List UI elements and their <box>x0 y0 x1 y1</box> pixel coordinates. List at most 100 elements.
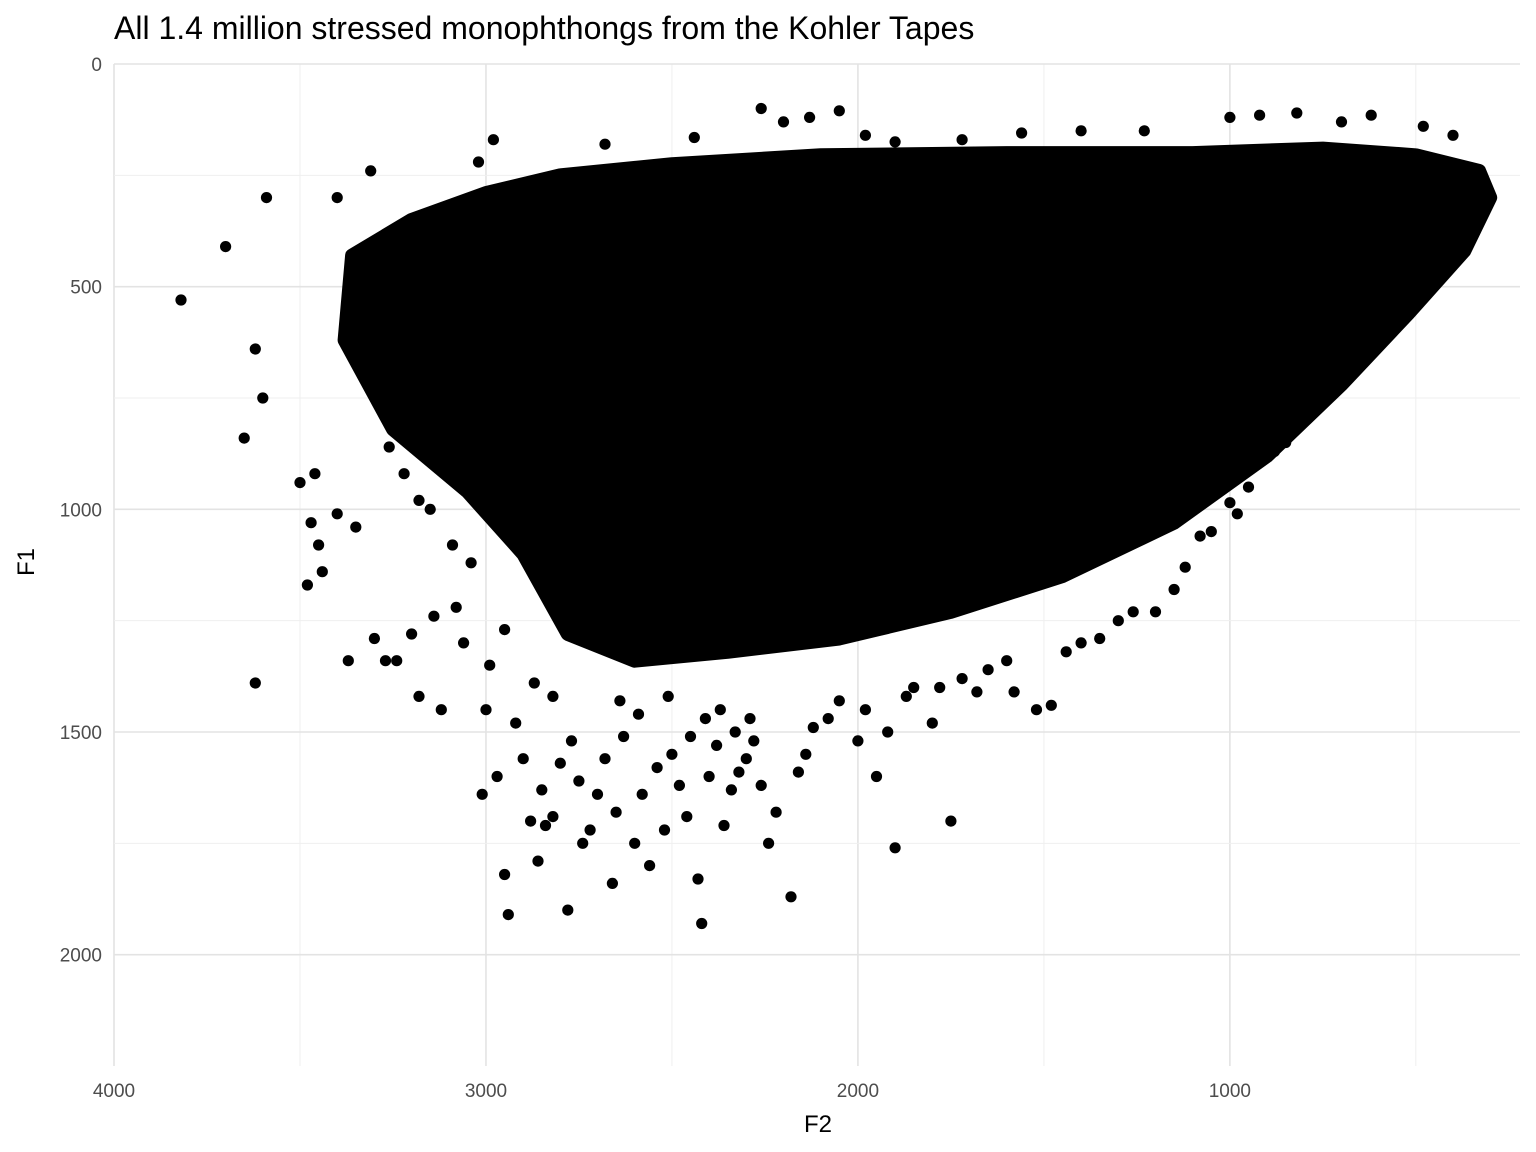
data-point <box>852 735 864 747</box>
data-point <box>301 579 313 591</box>
x-tick-label: 1000 <box>1209 1081 1251 1102</box>
data-point <box>711 739 723 752</box>
data-point <box>350 272 362 284</box>
data-point <box>528 677 540 689</box>
data-point <box>859 704 872 716</box>
data-point <box>644 860 656 872</box>
data-point <box>305 517 317 529</box>
data-point <box>792 766 805 778</box>
data-point <box>666 748 678 760</box>
data-point <box>257 392 269 404</box>
data-point <box>982 664 994 676</box>
data-point <box>428 610 440 622</box>
data-point <box>220 241 232 253</box>
data-point <box>1380 307 1392 319</box>
data-point <box>599 753 611 765</box>
data-point <box>662 690 674 703</box>
data-point <box>1030 704 1043 716</box>
data-point <box>777 116 790 128</box>
data-point <box>618 730 630 743</box>
data-point <box>699 713 712 725</box>
data-point <box>744 713 756 725</box>
data-point <box>651 762 663 774</box>
data-point <box>703 770 715 783</box>
data-point <box>1268 445 1281 457</box>
data-point <box>1306 396 1318 409</box>
y-axis-title: F1 <box>13 548 40 576</box>
data-point <box>238 432 250 444</box>
data-point <box>472 156 485 168</box>
data-point <box>748 735 760 747</box>
data-point <box>547 811 559 823</box>
data-point <box>785 891 797 903</box>
data-point <box>379 655 392 667</box>
data-point <box>368 632 380 645</box>
data-point <box>733 766 745 778</box>
data-point <box>1016 127 1028 139</box>
data-point <box>368 379 380 391</box>
data-point <box>681 811 693 823</box>
data-point <box>491 770 503 783</box>
data-point <box>480 704 492 716</box>
data-point <box>249 677 261 689</box>
data-point <box>833 105 845 117</box>
data-point <box>1008 686 1020 698</box>
data-point <box>562 904 574 916</box>
data-point <box>476 788 488 800</box>
data-point <box>610 806 622 818</box>
data-point <box>1454 176 1467 188</box>
data-point <box>539 819 552 832</box>
data-point <box>636 788 648 800</box>
data-point <box>807 721 819 734</box>
data-point <box>1254 109 1266 121</box>
data-point <box>1242 481 1255 493</box>
data-point <box>365 165 377 177</box>
data-point <box>1354 343 1366 355</box>
data-point <box>889 842 901 854</box>
data-point <box>692 873 704 885</box>
data-point <box>889 136 901 148</box>
data-point <box>614 695 626 707</box>
data-point <box>606 877 619 890</box>
data-point <box>1317 379 1329 391</box>
data-point <box>584 824 596 836</box>
data-point <box>900 690 912 703</box>
data-point <box>971 686 983 698</box>
data-point <box>740 753 752 765</box>
data-point <box>599 138 611 150</box>
data-point <box>1254 450 1266 462</box>
x-tick-label: 3000 <box>465 1081 507 1102</box>
data-point <box>313 539 325 551</box>
data-point <box>755 102 767 115</box>
data-point <box>532 855 544 867</box>
y-tick-label: 500 <box>70 278 102 299</box>
data-point <box>458 637 470 649</box>
x-tick-label: 4000 <box>93 1081 135 1102</box>
data-point <box>1365 109 1377 121</box>
data-point <box>577 837 589 849</box>
data-point <box>424 503 436 515</box>
data-point <box>316 566 328 578</box>
data-point <box>956 673 968 685</box>
data-point <box>658 824 671 836</box>
data-point <box>1224 111 1236 123</box>
data-point <box>510 717 522 729</box>
data-point <box>309 468 321 480</box>
data-point <box>1335 361 1348 373</box>
data-point <box>1425 232 1437 244</box>
data-point <box>1436 209 1448 221</box>
data-point <box>1466 200 1478 213</box>
data-point <box>536 784 548 796</box>
data-point <box>446 539 459 551</box>
data-point <box>804 111 816 123</box>
data-point <box>1391 298 1403 311</box>
data-point <box>1138 125 1150 137</box>
data-point <box>714 704 726 716</box>
y-tick-label: 1000 <box>60 500 102 521</box>
data-point <box>870 770 883 783</box>
data-point <box>465 557 477 569</box>
data-point <box>565 735 578 747</box>
data-point <box>729 726 741 738</box>
data-point <box>331 508 343 520</box>
